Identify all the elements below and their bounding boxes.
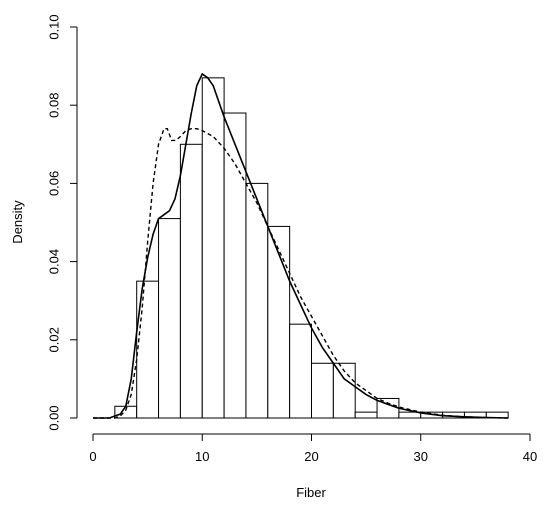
histogram-bar-9 xyxy=(311,362,334,419)
y-tick-label: 0.06 xyxy=(46,171,61,196)
x-axis: 0 10 20 30 40 xyxy=(89,433,537,464)
x-tick-label: 20 xyxy=(304,449,318,464)
histogram-bar-3 xyxy=(179,143,203,419)
y-tick-label: 0.04 xyxy=(46,249,61,274)
x-tick-label: 10 xyxy=(195,449,209,464)
y-tick-label: 0.00 xyxy=(46,405,61,430)
y-tick-label: 0.02 xyxy=(46,327,61,352)
x-axis-label: Fiber xyxy=(296,485,326,500)
dashed-density-curve xyxy=(93,127,509,419)
histogram-bar-2 xyxy=(158,218,181,419)
histogram-bar-0 xyxy=(114,405,138,419)
histogram-bar-5 xyxy=(223,112,247,419)
histogram-bars xyxy=(114,77,509,419)
histogram-bar-11 xyxy=(354,411,378,419)
x-tick-label: 40 xyxy=(523,449,537,464)
histogram-bar-4 xyxy=(201,77,225,419)
solid-density-curve xyxy=(93,72,509,419)
y-tick-label: 0.10 xyxy=(46,14,61,39)
x-tick-label: 0 xyxy=(89,449,96,464)
y-axis-label: Density xyxy=(10,200,25,244)
y-tick-label: 0.08 xyxy=(46,93,61,118)
histogram-bar-8 xyxy=(289,323,312,419)
x-tick-label: 30 xyxy=(414,449,428,464)
histogram-bar-7 xyxy=(267,225,291,419)
density-curves xyxy=(93,72,509,419)
y-axis: 0.00 0.02 0.04 0.06 0.08 0.10 xyxy=(46,14,78,431)
